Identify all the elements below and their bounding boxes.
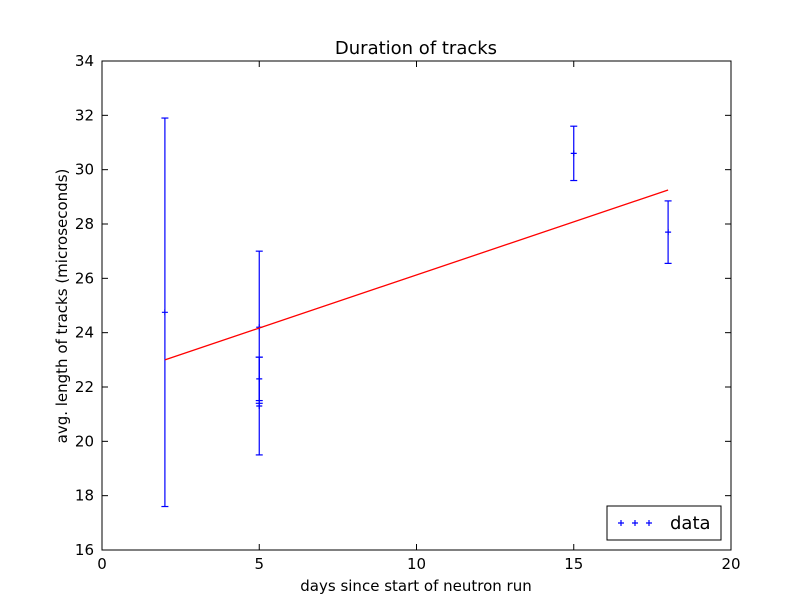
legend-marker <box>618 520 624 526</box>
y-tick-label: 34 <box>75 52 94 70</box>
y-tick-label: 26 <box>75 269 94 287</box>
plot-frame <box>101 60 732 551</box>
y-tick-label: 28 <box>75 215 94 233</box>
y-tick-label: 32 <box>75 106 94 124</box>
y-tick-label: 16 <box>75 541 94 559</box>
y-axis-label: avg. length of tracks (microseconds) <box>53 169 71 444</box>
data-point <box>570 150 577 157</box>
data-point <box>161 309 168 316</box>
x-tick-label: 15 <box>564 555 583 573</box>
data-point <box>665 229 672 236</box>
x-tick-label: 20 <box>721 555 740 573</box>
x-axis-label: days since start of neutron run <box>300 577 531 595</box>
legend: data <box>606 505 722 541</box>
x-tick-label: 0 <box>97 555 107 573</box>
legend-marker <box>646 520 652 526</box>
x-tick-label: 5 <box>254 555 264 573</box>
chart-title: Duration of tracks <box>335 38 497 59</box>
plot-marks <box>161 117 672 508</box>
legend-box <box>606 505 722 541</box>
y-tick-label: 24 <box>75 324 94 342</box>
y-tick-label: 22 <box>75 378 94 396</box>
y-tick-label: 20 <box>75 432 94 450</box>
legend-marker <box>632 520 638 526</box>
legend-marker-data <box>618 520 652 526</box>
data-point <box>256 403 263 410</box>
axis-ticks: 0 5 10 15 20 16 18 20 22 24 26 28 30 32 34 <box>75 52 741 573</box>
y-tick-label: 18 <box>75 487 94 505</box>
x-tick-label: 10 <box>407 555 426 573</box>
legend-label-data: data <box>670 513 711 534</box>
fit-line <box>164 189 669 361</box>
y-tick-label: 30 <box>75 161 94 179</box>
